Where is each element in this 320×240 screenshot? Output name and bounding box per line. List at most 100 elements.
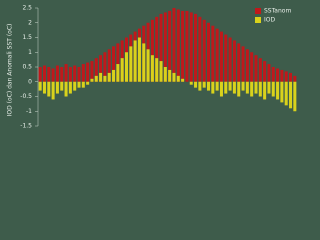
bar [159,61,163,82]
bar [163,12,167,82]
bar [60,81,64,91]
bar [189,81,193,85]
bar [254,81,258,94]
bar [215,28,219,82]
bar [206,81,211,91]
y-tick-label: 1 [28,49,32,56]
bar [51,68,55,82]
bar [60,67,64,82]
bar [228,37,232,82]
bar [120,58,124,82]
bar [189,12,193,82]
bar [289,81,293,109]
bar [172,8,176,82]
bar [293,81,297,112]
bar [224,34,228,82]
bar [103,52,107,82]
bar [38,67,42,82]
bar [94,58,98,82]
bar [198,81,202,91]
bar [99,72,103,82]
bar [250,52,254,82]
bar [176,9,180,82]
bar [263,61,267,82]
bar [94,75,98,82]
bar [86,81,90,85]
bar [271,81,275,97]
bar [73,81,77,91]
bar [289,72,293,82]
bar [90,61,94,82]
bar [176,75,180,82]
bar [107,72,111,82]
bar [181,78,185,82]
y-tick-label: -1 [26,108,32,115]
bar [198,16,202,82]
bar [241,46,245,82]
bar [112,46,116,82]
bar [284,71,288,82]
bar [245,49,249,82]
y-tick-label: 2.5 [22,5,32,12]
bar [150,55,154,82]
bar [258,58,262,82]
bar [211,81,215,94]
bar [224,81,228,94]
bar [228,81,232,91]
bar [202,19,206,82]
bar [81,64,85,82]
bar [81,81,85,88]
bar [142,43,146,82]
bar [293,75,297,82]
y-tick-label: 1.5 [22,34,32,41]
bar [112,69,116,82]
bar [168,10,172,82]
bar [116,43,120,82]
bar [47,81,51,97]
bar [64,81,68,97]
bar [232,40,236,82]
y-tick-label: 0 [28,78,32,85]
bar [155,16,159,82]
bar [215,81,219,91]
bar [77,81,81,88]
bar [159,13,163,82]
bar [73,65,77,82]
bar [280,81,284,103]
bar [232,81,236,94]
bar [254,55,258,82]
bar [284,81,288,106]
bar [194,81,198,88]
bar [129,46,133,82]
bar [276,68,280,82]
bar [280,69,284,82]
bar [90,78,94,82]
chart: IOD (oC) dan Anomali SST (oC) -1.5 -1 -0.5… [6,4,297,130]
bar [103,75,107,82]
y-tick-label: -1.5 [20,123,32,130]
bar [51,81,55,100]
bar [107,49,111,82]
y-axis-label: IOD (oC) dan Anomali SST (oC) [7,24,14,117]
bar [163,67,167,82]
legend-swatch [255,17,261,23]
bar [55,81,59,94]
bar [263,81,267,100]
bar [237,81,241,97]
bar [267,81,271,94]
y-tick-label: -0.5 [20,93,32,100]
bar [77,67,81,82]
bar [116,64,120,82]
bar [241,81,245,91]
bar [219,31,223,82]
bar [55,65,59,82]
bar [267,64,271,82]
bar [219,81,223,97]
y-tick-label: 0.5 [22,64,32,71]
bar [146,49,150,82]
bar [185,10,189,82]
y-tick-label: 2 [28,19,32,26]
bar [258,81,262,97]
bar [68,67,72,82]
bar [245,81,249,94]
